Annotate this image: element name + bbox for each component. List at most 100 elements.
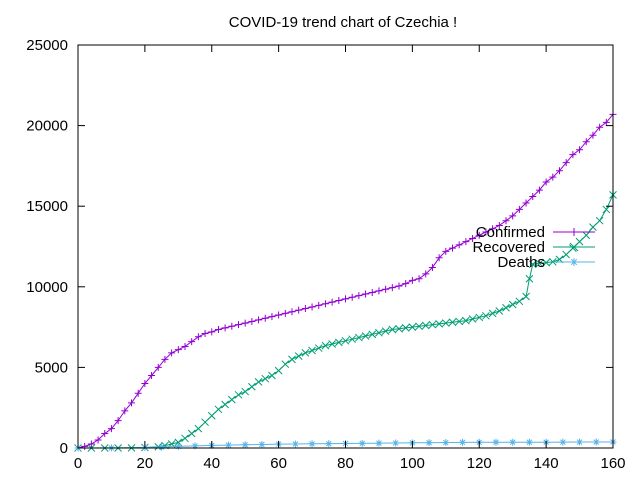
data-point <box>455 317 464 326</box>
data-point <box>168 349 176 357</box>
data-point <box>241 387 250 396</box>
legend-swatch-marker <box>570 258 578 266</box>
data-point <box>187 429 196 438</box>
series-confirmed <box>74 110 617 452</box>
chart-title: COVID-19 trend chart of Czechia ! <box>229 14 457 31</box>
data-point <box>542 178 550 186</box>
data-point <box>492 438 500 446</box>
data-point <box>207 411 216 420</box>
data-point <box>582 231 591 240</box>
data-point <box>448 318 457 327</box>
data-point <box>502 217 510 225</box>
data-point <box>462 238 470 246</box>
data-point <box>449 244 456 252</box>
data-point <box>495 222 503 230</box>
data-point <box>441 319 450 327</box>
data-point <box>328 298 336 306</box>
data-point <box>488 309 497 318</box>
data-point <box>475 231 483 239</box>
data-point <box>224 441 232 449</box>
x-tick-label: 80 <box>337 455 354 472</box>
data-point <box>462 316 470 325</box>
data-point <box>261 374 270 383</box>
data-point <box>375 287 383 295</box>
data-point <box>475 313 484 322</box>
data-point <box>375 328 383 337</box>
data-point <box>362 290 370 298</box>
data-point <box>101 429 109 437</box>
data-point <box>295 306 303 314</box>
data-point <box>562 159 570 167</box>
data-point <box>408 323 417 331</box>
data-point <box>469 234 477 242</box>
data-point <box>515 205 523 213</box>
data-point <box>395 282 403 290</box>
data-point <box>582 138 590 146</box>
data-point <box>562 250 571 259</box>
data-point <box>596 123 604 131</box>
data-point <box>549 173 557 181</box>
data-point <box>148 371 156 379</box>
y-tick-label: 10000 <box>26 279 68 296</box>
data-point <box>442 247 450 255</box>
data-point <box>502 303 510 312</box>
legend-label: Deaths <box>497 254 545 271</box>
data-point <box>548 257 557 266</box>
data-point <box>201 330 209 338</box>
x-tick-label: 120 <box>467 455 492 472</box>
data-point <box>348 335 357 344</box>
data-point <box>308 346 316 355</box>
legend-label: Confirmed <box>476 224 545 241</box>
data-point <box>515 297 524 306</box>
data-point <box>134 389 142 397</box>
x-tick-label: 160 <box>600 455 625 472</box>
data-point <box>194 424 203 433</box>
data-point <box>174 346 182 354</box>
data-point <box>208 328 216 336</box>
data-point <box>421 321 430 330</box>
y-tick-label: 5000 <box>35 359 68 376</box>
data-point <box>274 366 283 375</box>
data-point <box>328 340 336 348</box>
data-point <box>522 199 530 207</box>
x-tick-label: 100 <box>400 455 425 472</box>
data-point <box>358 439 366 447</box>
data-point <box>355 333 363 342</box>
data-point <box>535 186 543 194</box>
data-point <box>525 274 534 283</box>
data-point <box>348 293 356 301</box>
data-point <box>482 228 490 236</box>
data-point <box>261 314 269 322</box>
data-point <box>301 349 310 357</box>
legend-item-deaths: Deaths <box>497 254 595 271</box>
data-point <box>592 438 600 446</box>
data-point <box>459 438 467 446</box>
axis-ticks: 0 20 40 60 80 100 120 140 160 0 5000 10000 15000 2000… <box>26 37 625 472</box>
data-point <box>595 216 604 225</box>
legend-item-recovered: Recovered <box>472 239 595 256</box>
data-point <box>355 292 363 300</box>
y-tick-label: 20000 <box>26 118 68 135</box>
data-point <box>221 324 229 332</box>
data-point <box>181 434 189 443</box>
data-point <box>428 320 437 329</box>
data-point <box>435 254 443 262</box>
data-point <box>258 440 266 448</box>
data-point <box>235 321 242 329</box>
data-point <box>569 151 577 159</box>
data-point <box>402 280 410 288</box>
data-point <box>335 297 343 305</box>
x-tick-label: 140 <box>534 455 559 472</box>
data-point <box>241 441 249 449</box>
data-point <box>281 309 289 317</box>
data-point <box>576 146 584 154</box>
data-point <box>248 317 256 325</box>
data-point <box>602 205 611 214</box>
data-point <box>158 443 166 451</box>
data-point <box>589 223 597 232</box>
data-point <box>556 167 563 175</box>
data-point <box>291 440 299 448</box>
data-point <box>241 319 249 327</box>
data-point <box>174 442 182 450</box>
